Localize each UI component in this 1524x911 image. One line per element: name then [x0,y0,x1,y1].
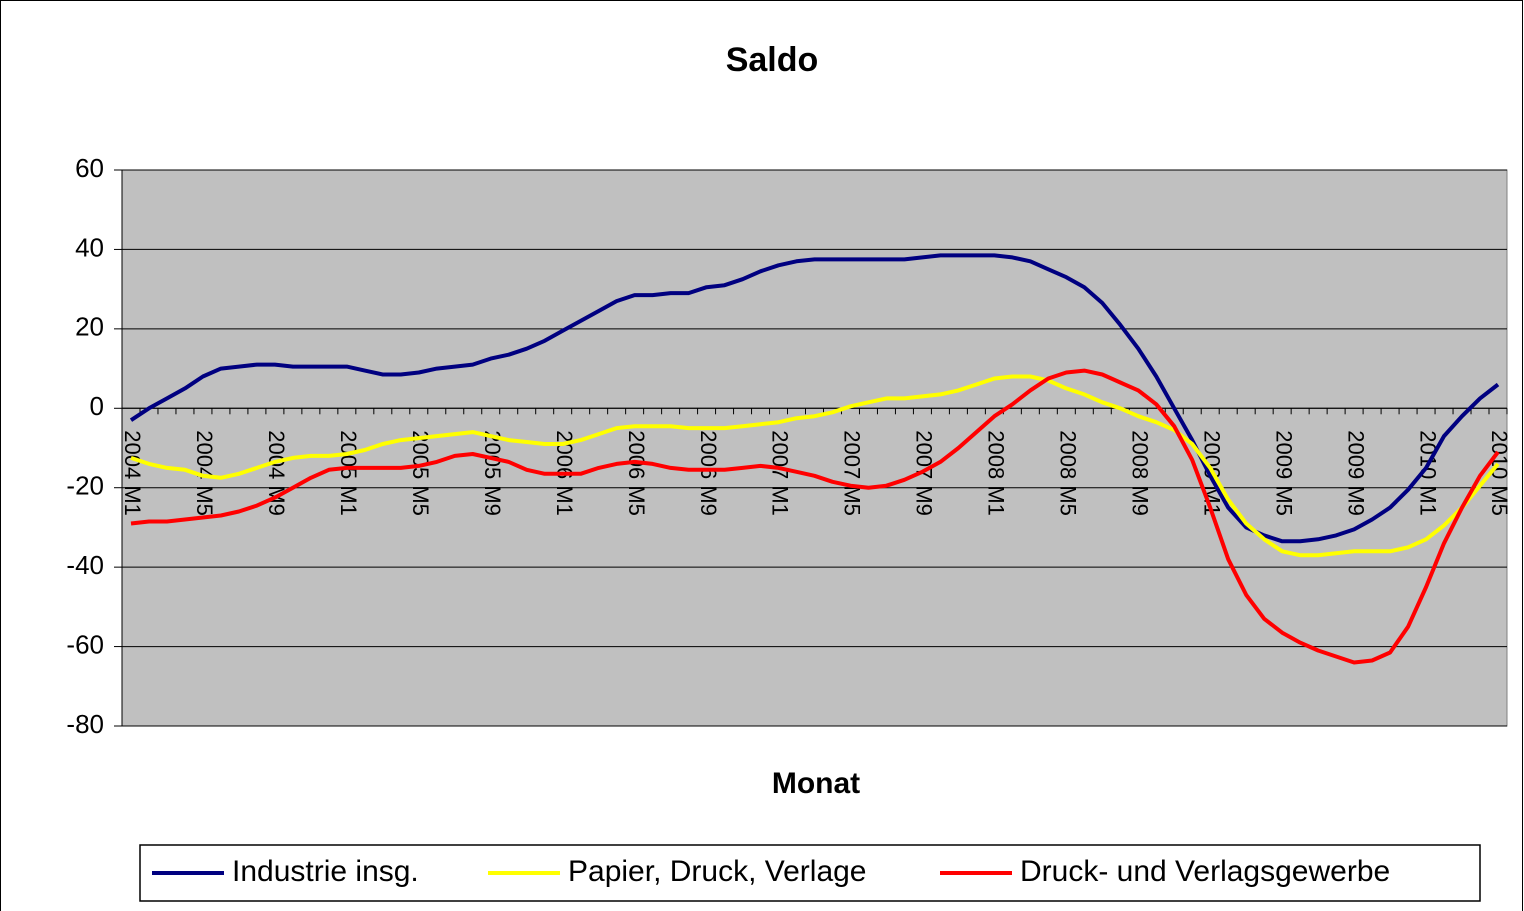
y-tick-label: 20 [75,312,104,342]
x-tick-label: 2006 M9 [696,430,721,516]
x-tick-label: 2008 M9 [1127,430,1152,516]
x-tick-label: 2008 M1 [984,430,1009,516]
series-line [130,374,1500,558]
legend-label: Papier, Druck, Verlage [568,855,867,888]
x-tick-label: 2006 M5 [624,430,649,516]
x-tick-label: 2007 M1 [768,430,793,516]
chart-title: Saldo [726,41,819,79]
y-tick-label: 40 [75,232,104,262]
y-tick-label: -20 [66,471,104,501]
legend-label: Druck- und Verlagsgewerbe [1020,855,1390,888]
x-tick-label: 2009 M9 [1343,430,1368,516]
plot-area [121,169,1508,727]
legend-box [139,844,1481,902]
series-line [130,368,1500,665]
x-tick-label: 2010 M1 [1415,430,1440,516]
series-line [129,253,1500,544]
legend-label: Industrie insg. [232,855,419,888]
x-axis-label: Monat [772,767,860,800]
x-tick-label: 2009 M5 [1271,430,1296,516]
x-tick-label: 2007 M5 [840,430,865,516]
y-tick-label: -40 [66,550,104,580]
x-tick-label: 2005 M1 [336,430,361,516]
y-tick-label: -80 [66,709,104,739]
x-tick-label: 2005 M5 [408,430,433,516]
x-tick-label: 2005 M9 [480,430,505,516]
x-tick-label: 2004 M9 [264,430,289,516]
x-tick-label: 2004 M1 [120,430,145,516]
x-tick-label: 2008 M5 [1056,430,1081,516]
y-tick-label: -60 [66,629,104,659]
y-tick-label: 60 [75,153,104,183]
y-tick-label: 0 [90,391,104,421]
